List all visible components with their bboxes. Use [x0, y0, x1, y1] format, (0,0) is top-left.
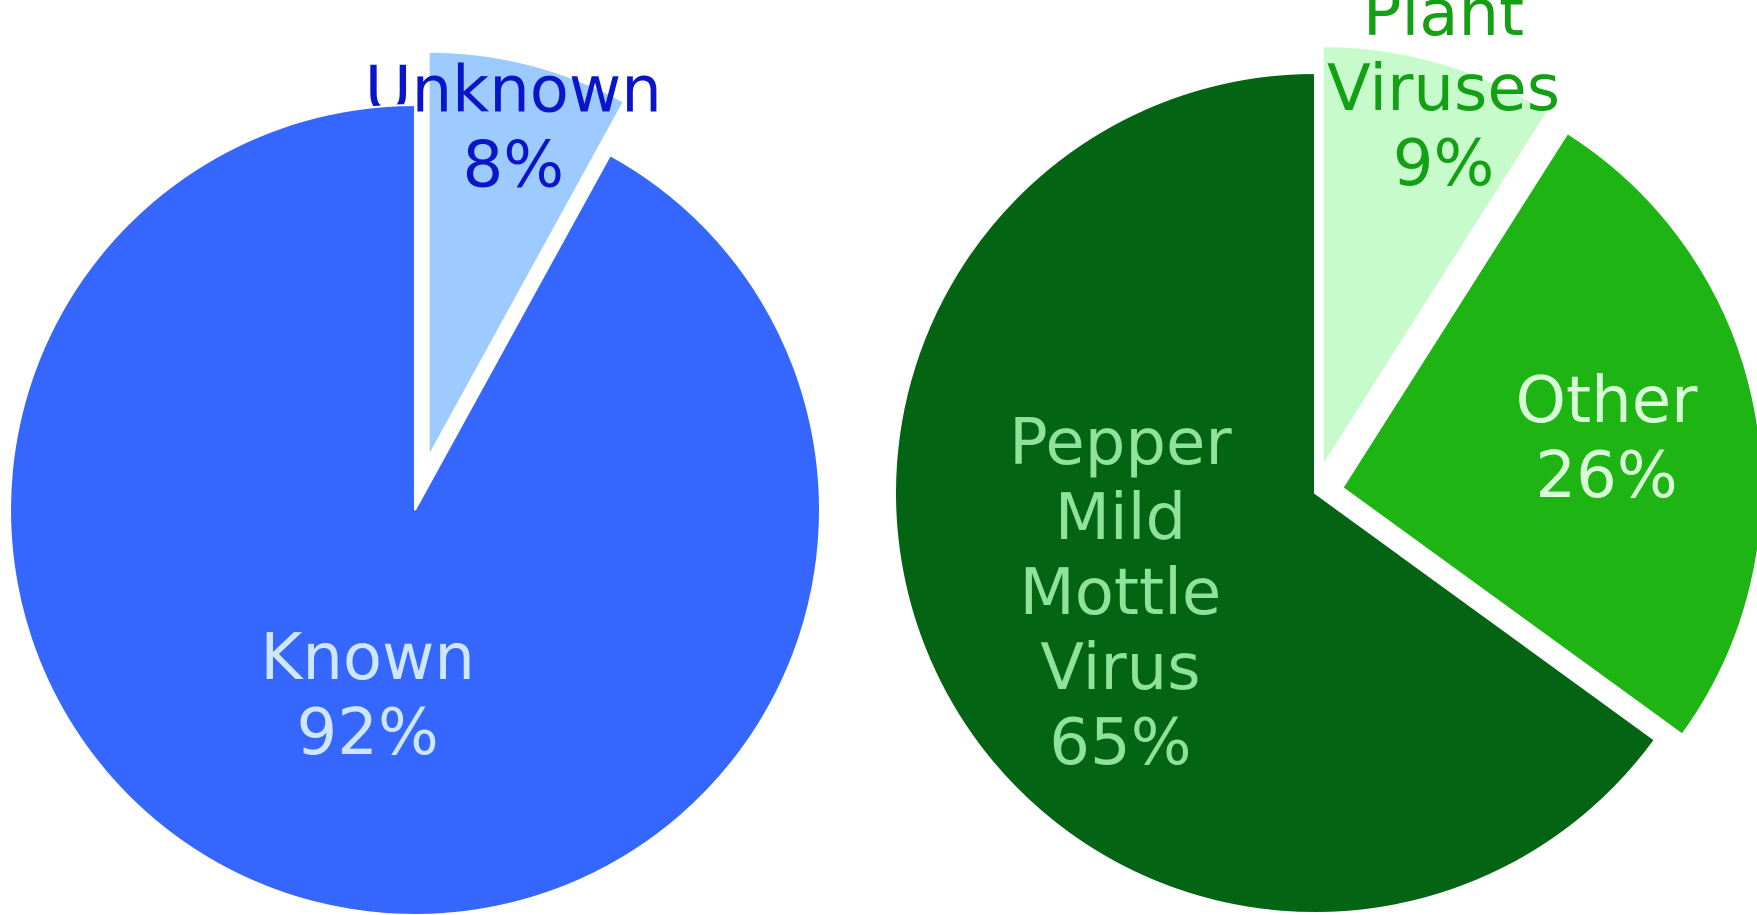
pie-label-line: Virus [1040, 631, 1200, 705]
pie-slice-other [1341, 131, 1757, 737]
pie-slice-unknown [427, 50, 626, 458]
pie-slice-pepper-mild-mottle-virus [894, 71, 1657, 914]
pie-slice-known [9, 103, 821, 915]
pie-label-percent: 8% [463, 129, 565, 203]
pie-label-percent: 9% [1393, 127, 1495, 201]
pie-label-other: Other 26% [1516, 364, 1698, 513]
pie-label-other-plant-viruses: OtherPlantViruses9% [1327, 0, 1560, 201]
pie-label-known: Known 92% [260, 621, 475, 770]
pie-label-percent: 26% [1535, 439, 1677, 513]
pie-label-line: Mild [1055, 481, 1186, 555]
pie-label-line: Mottle [1020, 556, 1222, 630]
pie-label-percent: 65% [1049, 706, 1191, 780]
pie-label-line: Viruses [1327, 52, 1560, 126]
pie-label-line: Known [260, 621, 475, 695]
pie-label-line: Other [1516, 364, 1698, 438]
pie-chart-right: OtherPlantViruses9%Other26%PepperMildMot… [894, 0, 1757, 914]
pie-label-pepper-mild-mottle-virus: Pepper Mild Mottle Virus 65% [1009, 406, 1232, 780]
pie-slice-other-plant-viruses [1321, 45, 1550, 470]
pie-chart-left: Unknown 8%Known 92% [9, 50, 821, 915]
pie-label-line: Plant [1363, 0, 1524, 51]
pie-label-line: Pepper [1009, 406, 1232, 480]
pie-label-percent: 92% [297, 696, 439, 770]
